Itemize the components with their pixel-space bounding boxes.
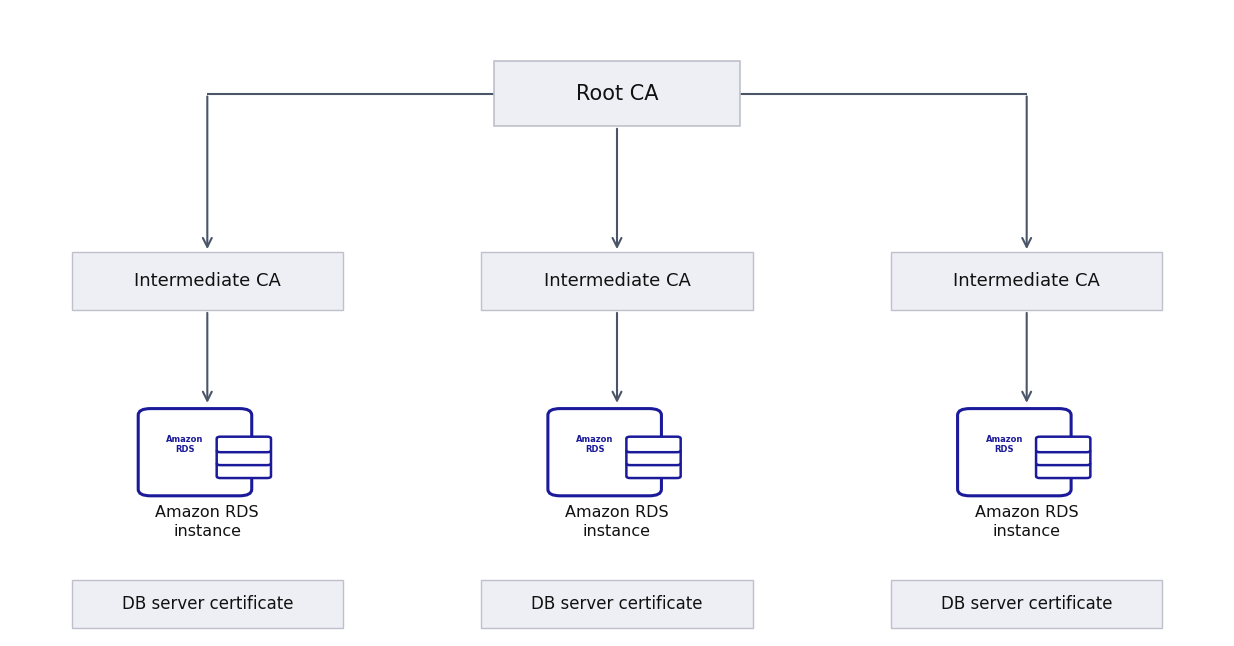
FancyBboxPatch shape bbox=[891, 580, 1162, 628]
Text: DB server certificate: DB server certificate bbox=[532, 595, 702, 613]
Text: Amazon RDS
instance: Amazon RDS instance bbox=[155, 505, 259, 539]
Text: Intermediate CA: Intermediate CA bbox=[133, 272, 281, 290]
Text: Root CA: Root CA bbox=[576, 84, 658, 103]
FancyBboxPatch shape bbox=[72, 252, 343, 310]
Text: Amazon
RDS: Amazon RDS bbox=[167, 435, 204, 454]
Text: DB server certificate: DB server certificate bbox=[942, 595, 1112, 613]
FancyBboxPatch shape bbox=[481, 580, 753, 628]
FancyBboxPatch shape bbox=[958, 409, 1071, 496]
Text: Amazon RDS
instance: Amazon RDS instance bbox=[975, 505, 1079, 539]
FancyBboxPatch shape bbox=[627, 463, 681, 478]
FancyBboxPatch shape bbox=[481, 252, 753, 310]
Text: Amazon
RDS: Amazon RDS bbox=[576, 435, 613, 454]
Text: Intermediate CA: Intermediate CA bbox=[953, 272, 1101, 290]
FancyBboxPatch shape bbox=[1037, 450, 1091, 465]
FancyBboxPatch shape bbox=[627, 450, 681, 465]
Text: Amazon RDS
instance: Amazon RDS instance bbox=[565, 505, 669, 539]
FancyBboxPatch shape bbox=[217, 437, 271, 452]
FancyBboxPatch shape bbox=[1037, 437, 1091, 452]
FancyBboxPatch shape bbox=[138, 409, 252, 496]
FancyBboxPatch shape bbox=[548, 409, 661, 496]
FancyBboxPatch shape bbox=[891, 252, 1162, 310]
FancyBboxPatch shape bbox=[627, 437, 681, 452]
FancyBboxPatch shape bbox=[72, 580, 343, 628]
Text: DB server certificate: DB server certificate bbox=[122, 595, 292, 613]
Text: Intermediate CA: Intermediate CA bbox=[543, 272, 691, 290]
FancyBboxPatch shape bbox=[217, 450, 271, 465]
FancyBboxPatch shape bbox=[494, 61, 740, 126]
FancyBboxPatch shape bbox=[1037, 463, 1091, 478]
FancyBboxPatch shape bbox=[217, 463, 271, 478]
Text: Amazon
RDS: Amazon RDS bbox=[986, 435, 1023, 454]
